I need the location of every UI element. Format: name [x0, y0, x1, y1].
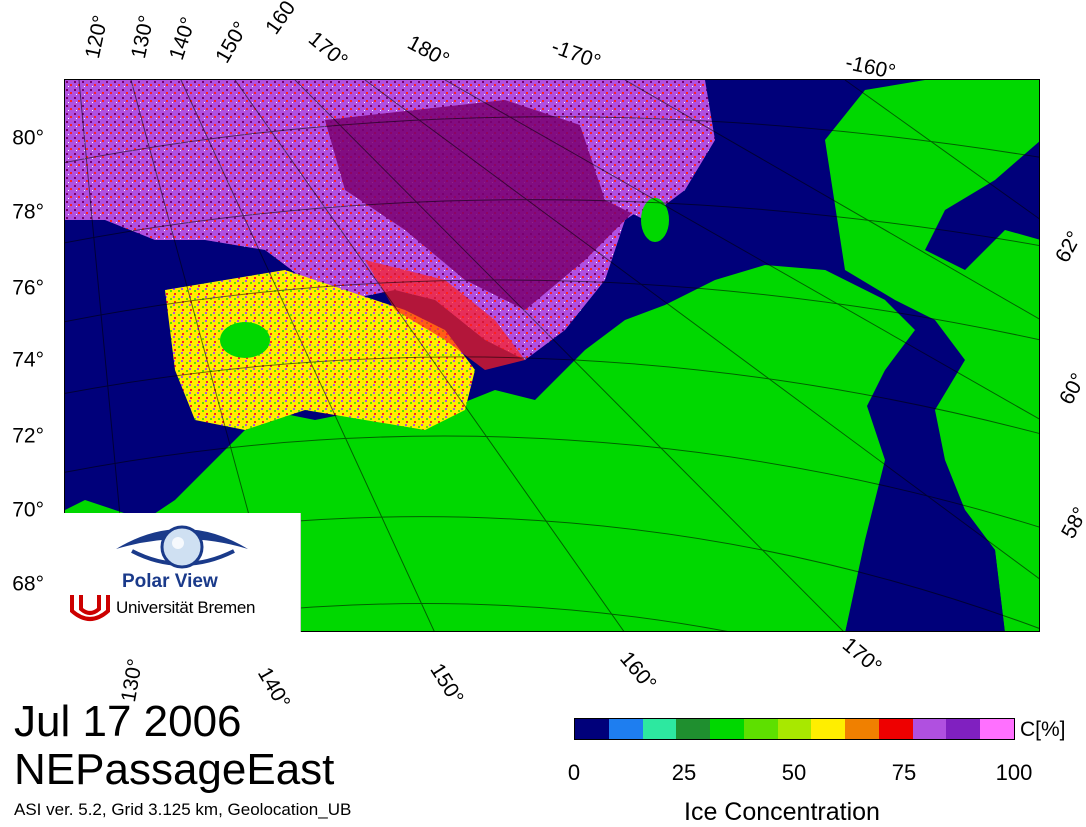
- eye-icon: [116, 525, 248, 569]
- logo-title: Polar View: [122, 571, 218, 592]
- pack-ice-east: [565, 80, 715, 220]
- colorbar-segment: [980, 719, 1014, 739]
- bottom-lon-label-140: 140°: [252, 663, 295, 713]
- top-lon-label-120: 120°: [81, 13, 113, 61]
- top-lon-label-160: 160°: [261, 0, 305, 39]
- colorbar-segment: [575, 719, 609, 739]
- colorbar-tick-75: 75: [891, 760, 917, 785]
- colorbar-tick-50: 50: [781, 760, 807, 785]
- map-region-title: NEPassageEast: [14, 745, 335, 794]
- colorbar-tick-0: 0: [567, 760, 581, 785]
- uni-bremen-icon: [70, 595, 110, 621]
- colorbar-segment: [676, 719, 711, 739]
- left-lat-label-68: 68°: [12, 572, 44, 596]
- colorbar-segment: [946, 719, 981, 739]
- left-lat-label-76: 76°: [12, 276, 44, 300]
- colorbar-segment: [777, 719, 812, 739]
- chukotka-land: [605, 270, 915, 510]
- top-lon-label-140: 140°: [165, 14, 201, 63]
- top-lon-label-m170: -170°: [548, 35, 604, 74]
- colorbar-tick-25: 25: [671, 760, 697, 785]
- colorbar-segment: [710, 719, 744, 739]
- top-lon-label-180: 180°: [403, 31, 453, 72]
- colorbar-segment: [642, 719, 677, 739]
- colorbar-segment: [743, 719, 778, 739]
- novosibirsk-island: [220, 322, 270, 358]
- top-lon-label-170: 170°: [303, 27, 352, 73]
- colorbar-title: Ice Concentration: [684, 798, 880, 826]
- left-lat-label-74: 74°: [12, 348, 44, 372]
- polar-view-logo: Polar View Universität Bremen: [64, 513, 301, 632]
- colorbar-tick-100: 100: [995, 760, 1033, 785]
- logo-institution: Universität Bremen: [116, 598, 256, 617]
- left-lat-label-78: 78°: [12, 200, 44, 224]
- bottom-lon-label-170: 170°: [837, 633, 886, 679]
- colorbar-segment: [878, 719, 913, 739]
- right-lat-label-58: 58°: [1057, 503, 1086, 543]
- colorbar-unit: C[%]: [1020, 718, 1066, 741]
- colorbar-segment: [912, 719, 947, 739]
- wrangel-island: [641, 198, 669, 242]
- colorbar-segment: [608, 719, 643, 739]
- colorbar-segment: [811, 719, 846, 739]
- left-lat-label-72: 72°: [12, 424, 44, 448]
- pack-ice-core: [325, 100, 645, 310]
- right-lat-label-62: 62°: [1051, 227, 1086, 267]
- alaska-land: [825, 80, 1039, 631]
- left-lat-label-70: 70°: [12, 498, 44, 522]
- colorbar: [574, 718, 1015, 740]
- ice-red-band: [365, 260, 525, 370]
- colorbar-segment: [845, 719, 879, 739]
- left-lat-label-80: 80°: [12, 126, 44, 150]
- map-info-line: ASI ver. 5.2, Grid 3.125 km, Geolocation…: [14, 800, 352, 819]
- top-lon-label-150: 150°: [211, 17, 253, 68]
- bering-water: [845, 450, 1005, 631]
- bottom-lon-label-160: 160°: [615, 647, 661, 696]
- top-lon-label-130: 130°: [127, 13, 159, 61]
- map-date: Jul 17 2006: [14, 697, 242, 746]
- right-lat-label-60: 60°: [1055, 369, 1086, 409]
- bottom-lon-label-150: 150°: [425, 659, 468, 709]
